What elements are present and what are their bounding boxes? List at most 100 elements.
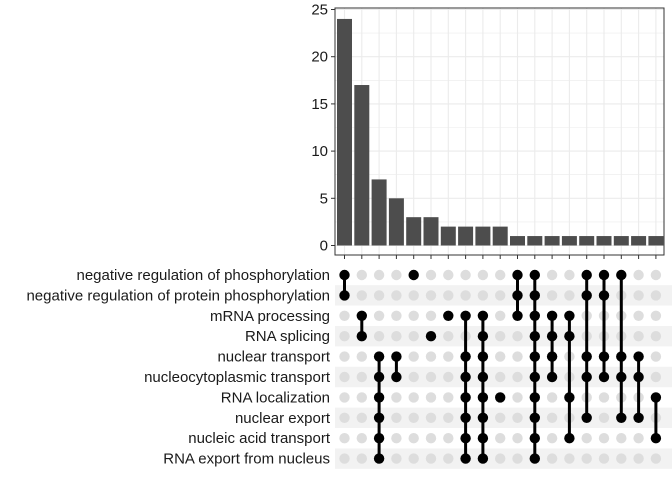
- matrix-dot-inactive: [356, 351, 367, 362]
- matrix-dot-active: [477, 351, 489, 362]
- matrix-dot-inactive: [650, 453, 662, 464]
- matrix-dot-inactive: [443, 433, 454, 444]
- matrix-dot-active: [339, 290, 350, 301]
- matrix-dot-active: [373, 351, 385, 362]
- matrix-dot-active: [650, 433, 662, 444]
- matrix-dot-active: [546, 351, 558, 362]
- matrix-dot-inactive: [443, 412, 454, 423]
- matrix-dot-inactive: [356, 392, 367, 403]
- matrix-dot-active: [477, 371, 489, 383]
- matrix-dot-inactive: [425, 392, 437, 403]
- matrix-dot-inactive: [512, 392, 523, 403]
- matrix-dot-inactive: [425, 310, 437, 321]
- set-label: nucleocytoplasmic transport: [144, 369, 331, 386]
- matrix-dot-inactive: [339, 392, 350, 403]
- matrix-dot-active: [512, 290, 523, 301]
- matrix-dot-active: [633, 371, 644, 383]
- matrix-dot-inactive: [391, 269, 402, 281]
- matrix-dot-inactive: [546, 453, 558, 464]
- matrix-dot-inactive: [408, 433, 419, 444]
- matrix-dot-active: [460, 433, 471, 444]
- matrix-dot-inactive: [373, 310, 385, 321]
- matrix-dot-inactive: [650, 351, 662, 362]
- matrix-dot-inactive: [391, 392, 402, 403]
- matrix-dot-inactive: [425, 433, 437, 444]
- y-tick-label: 0: [320, 238, 328, 255]
- matrix-dot-active: [616, 371, 627, 383]
- matrix-dot-active: [425, 331, 437, 342]
- matrix-dot-inactive: [408, 331, 419, 342]
- matrix-dot-inactive: [495, 433, 506, 444]
- set-label: mRNA processing: [210, 308, 330, 325]
- matrix-dot-inactive: [633, 453, 644, 464]
- matrix-dot-inactive: [408, 453, 419, 464]
- matrix-dot-inactive: [650, 290, 662, 301]
- matrix-dot-active: [477, 433, 489, 444]
- matrix-dot-inactive: [425, 412, 437, 423]
- set-label: RNA export from nucleus: [163, 451, 330, 468]
- matrix-dot-active: [546, 371, 558, 383]
- set-labels: negative regulation of phosphorylation ne…: [26, 267, 330, 468]
- intersection-bar: [579, 236, 595, 246]
- bars: [337, 18, 664, 246]
- matrix-dot-active: [373, 412, 385, 423]
- matrix-dot-inactive: [598, 392, 610, 403]
- matrix-dot-inactive: [391, 453, 402, 464]
- matrix-dot-active: [356, 310, 367, 321]
- intersection-bar: [423, 217, 439, 246]
- matrix-dot-active: [564, 392, 575, 403]
- matrix-dot-active: [529, 433, 540, 444]
- matrix-dot-inactive: [650, 331, 662, 342]
- matrix-dot-inactive: [460, 269, 471, 281]
- matrix-dot-inactive: [391, 412, 402, 423]
- y-tick-label: 20: [311, 49, 328, 66]
- matrix-dot-inactive: [564, 453, 575, 464]
- matrix-dot-inactive: [443, 331, 454, 342]
- matrix-dot-active: [443, 310, 454, 321]
- matrix-dot-active: [477, 331, 489, 342]
- matrix-dot-active: [339, 269, 350, 281]
- intersection-bar: [440, 226, 456, 246]
- matrix-dot-active: [460, 351, 471, 362]
- matrix-dot-active: [477, 392, 489, 403]
- intersection-bar: [544, 236, 560, 246]
- intersection-bar: [458, 226, 474, 246]
- set-label: negative regulation of protein phosphory…: [26, 287, 330, 304]
- matrix-dot-inactive: [512, 371, 523, 383]
- set-label: nucleic acid transport: [188, 430, 331, 447]
- matrix-dot-active: [598, 351, 610, 362]
- matrix-dot-inactive: [391, 310, 402, 321]
- matrix-dot-inactive: [495, 351, 506, 362]
- matrix-dot-active: [373, 371, 385, 383]
- intersection-bar: [337, 18, 352, 246]
- matrix-dot-active: [564, 310, 575, 321]
- matrix-dot-active: [581, 290, 592, 301]
- matrix-dot-inactive: [373, 331, 385, 342]
- y-tick-label: 15: [311, 96, 328, 113]
- matrix-dot-active: [581, 371, 592, 383]
- matrix-dot-active: [529, 351, 540, 362]
- matrix-dot-inactive: [425, 371, 437, 383]
- intersection-bar: [561, 236, 577, 246]
- matrix-dot-inactive: [443, 392, 454, 403]
- matrix-dot-active: [529, 331, 540, 342]
- matrix-dot-inactive: [495, 269, 506, 281]
- matrix-dot-active: [598, 269, 610, 281]
- y-tick-label: 5: [320, 190, 328, 207]
- matrix-dot-active: [581, 269, 592, 281]
- matrix-dot-active: [356, 331, 367, 342]
- matrix-dot-inactive: [581, 433, 592, 444]
- matrix-dot-active: [529, 453, 540, 464]
- matrix-dot-inactive: [356, 433, 367, 444]
- x-axis-ticks: [344, 255, 657, 259]
- matrix-dot-inactive: [633, 269, 644, 281]
- matrix-dot-active: [650, 392, 662, 403]
- matrix-dot-inactive: [616, 453, 627, 464]
- matrix-dot-inactive: [495, 290, 506, 301]
- matrix-dot-inactive: [408, 351, 419, 362]
- matrix-dot-active: [598, 371, 610, 383]
- matrix-dot-inactive: [495, 310, 506, 321]
- intersection-matrix: [339, 269, 662, 464]
- matrix-dot-active: [391, 351, 402, 362]
